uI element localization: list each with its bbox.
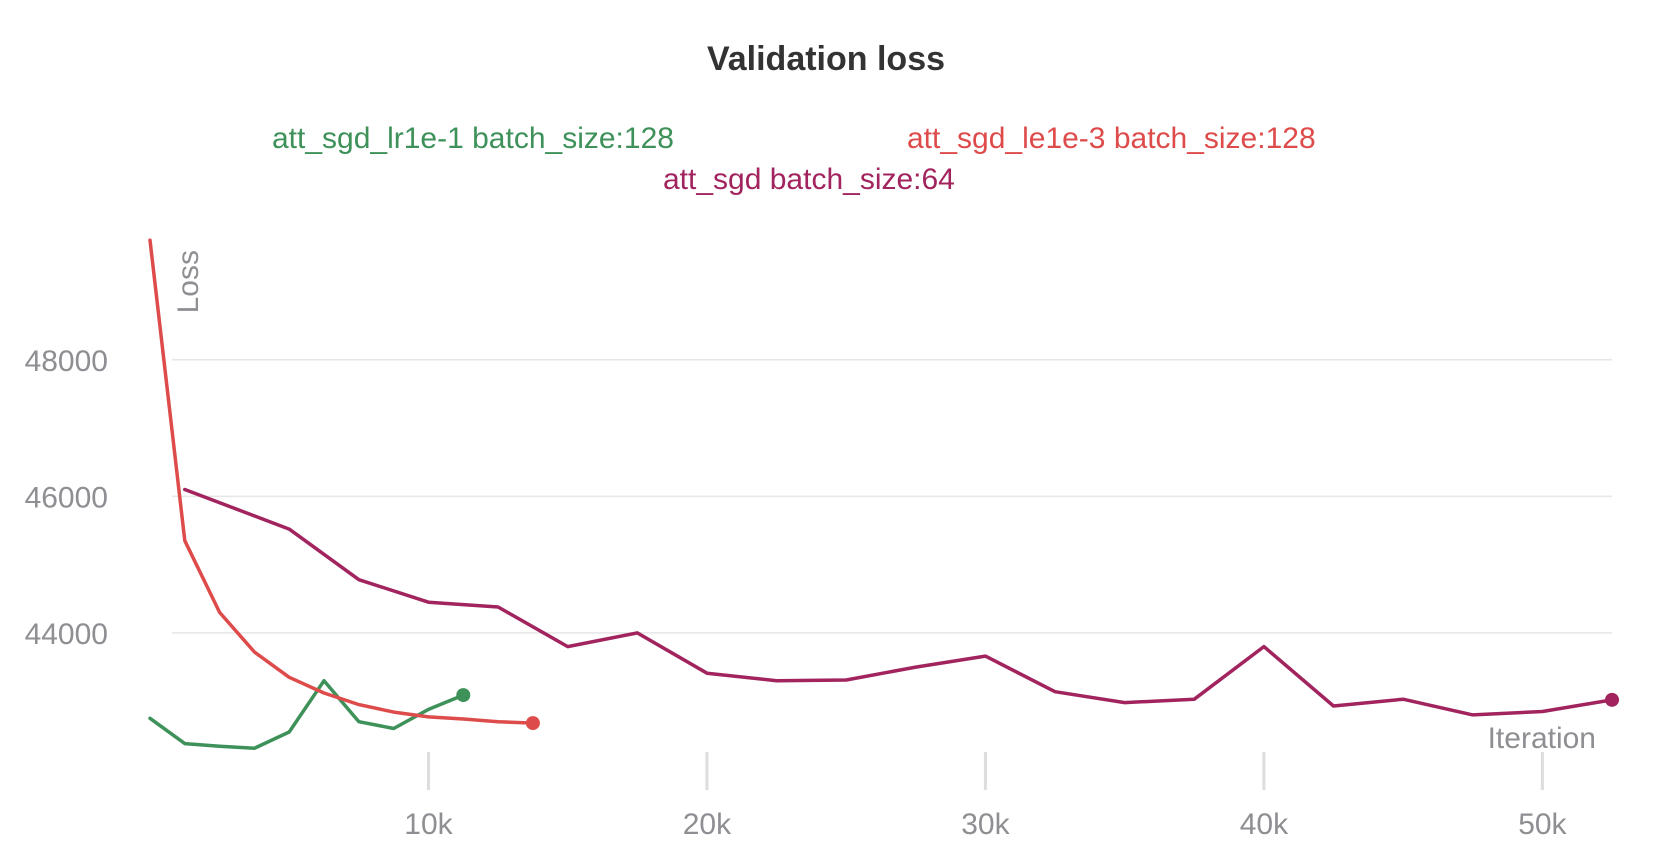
series-line-2[interactable] [183, 487, 1614, 717]
x-tick-label: 20k [683, 808, 732, 841]
y-axis-label: Loss [172, 250, 205, 313]
series-end-point-0[interactable] [456, 688, 471, 703]
series-line-1[interactable] [148, 238, 535, 725]
series-end-point-1[interactable] [525, 716, 540, 731]
series-layer [148, 238, 1619, 751]
series-line-0[interactable] [148, 678, 466, 751]
y-tick-label: 48000 [25, 345, 108, 378]
chart-title: Validation loss [707, 40, 945, 78]
legend-entry-att-sgd[interactable]: att_sgd batch_size:64 [663, 163, 955, 196]
legend: att_sgd_lr1e-1 batch_size:128 att_sgd_le… [272, 122, 1316, 196]
x-tick-label: 10k [404, 808, 453, 841]
grid-lines [172, 359, 1612, 634]
legend-entry-att-sgd-lr1e-1[interactable]: att_sgd_lr1e-1 batch_size:128 [272, 122, 674, 155]
x-tick-marks [426, 752, 1544, 790]
x-tick-labels: 10k 20k 30k 40k 50k [404, 808, 1567, 841]
series-end-point-2[interactable] [1605, 692, 1619, 707]
legend-entry-att-sgd-le1e-3[interactable]: att_sgd_le1e-3 batch_size:128 [907, 122, 1316, 155]
y-tick-labels: 44000 46000 48000 [25, 345, 108, 651]
x-tick-label: 40k [1240, 808, 1289, 841]
y-tick-label: 46000 [25, 481, 108, 514]
x-tick-label: 50k [1518, 808, 1567, 841]
x-tick-label: 30k [961, 808, 1010, 841]
y-tick-label: 44000 [25, 618, 108, 651]
x-axis-label: Iteration [1488, 722, 1596, 755]
